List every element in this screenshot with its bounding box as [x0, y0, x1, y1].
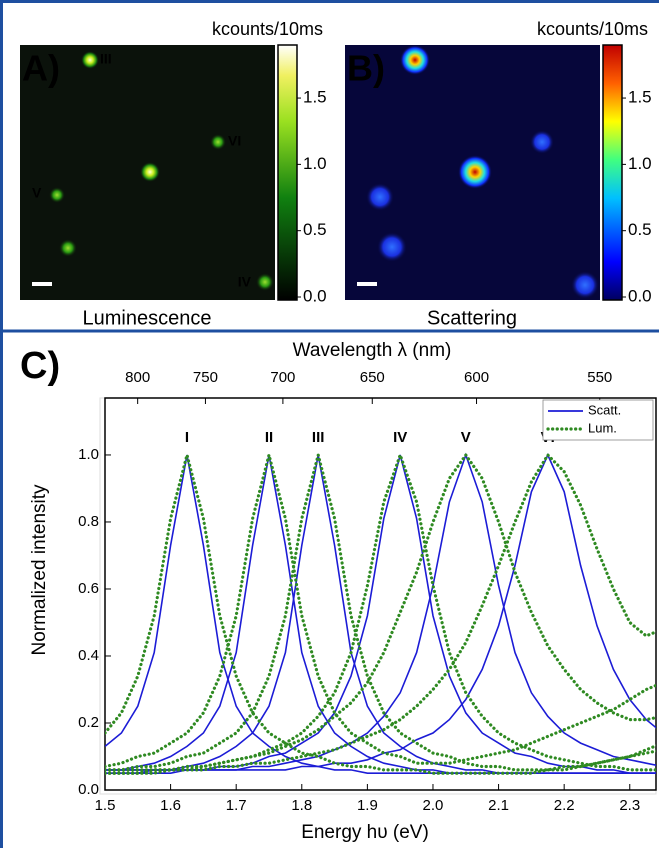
panel-label: C) [20, 345, 60, 387]
scale-bar [32, 282, 52, 286]
peak-label: II [265, 429, 273, 446]
y-axis-title: Normalized intensity [29, 484, 50, 656]
spot-label: V [32, 185, 42, 201]
spot-label: III [100, 51, 112, 67]
legend-box [542, 399, 654, 441]
lum-curve [105, 454, 656, 769]
particle-spot [400, 45, 430, 75]
caption: Scattering [427, 307, 517, 329]
colorbar-tick-label: 1.0 [628, 154, 652, 173]
colorbar [602, 44, 623, 301]
colorbar-title: kcounts/10ms [212, 19, 323, 39]
x2-tick-label: 650 [360, 369, 385, 386]
colorbar-tick-label: 1.5 [628, 88, 652, 107]
x-tick-label: 1.7 [226, 797, 247, 814]
particle-spot [571, 271, 599, 299]
panel-label: A) [22, 48, 60, 89]
scale-bar [357, 282, 377, 286]
y-tick-label: 0.8 [78, 513, 99, 530]
x-tick-label: 1.9 [357, 797, 378, 814]
particle-spot [366, 183, 394, 211]
y-tick-label: 0.0 [78, 781, 99, 798]
x2-tick-label: 800 [125, 369, 150, 386]
curves [105, 450, 656, 775]
particle-spot [377, 232, 407, 262]
spot-label: IV [238, 274, 252, 290]
lum-curve [105, 452, 656, 775]
particle-spot [49, 187, 65, 203]
particle-spot [256, 273, 274, 291]
colorbar-tick-label: 0.0 [628, 286, 652, 305]
x-tick-label: 1.8 [291, 797, 312, 814]
lum-curve [105, 452, 656, 775]
x-tick-label: 2.1 [488, 797, 509, 814]
x-axis-title: Energy hυ (eV) [301, 822, 429, 843]
lum-curve [105, 454, 656, 772]
spot-label: VI [228, 133, 241, 149]
colorbar-tick-label: 0.5 [628, 220, 652, 239]
y-tick-label: 1.0 [78, 446, 99, 463]
x-tick-label: 2.3 [619, 797, 640, 814]
x-tick-label: 2.0 [423, 797, 444, 814]
x2-tick-label: 700 [270, 369, 295, 386]
y-tick-label: 0.2 [78, 714, 99, 731]
lum-curve [105, 454, 656, 775]
x-tick-label: 2.2 [554, 797, 575, 814]
particle-spot [530, 130, 554, 154]
particle-spot [210, 134, 226, 150]
legend-label: Scatt. [588, 402, 621, 417]
y-tick-label: 0.4 [78, 647, 99, 664]
colorbar-title: kcounts/10ms [537, 19, 648, 39]
lum-curve [105, 450, 656, 772]
colorbar-tick-label: 0.0 [303, 286, 327, 305]
x2-tick-label: 750 [193, 369, 218, 386]
peak-label: III [312, 429, 325, 446]
colorbar [277, 44, 298, 301]
y-tick-label: 0.6 [78, 580, 99, 597]
panel-label: B) [347, 48, 385, 89]
particle-spot [59, 239, 77, 257]
particle-spot [140, 162, 160, 182]
peak-label: IV [393, 429, 407, 446]
particle-spot [458, 155, 492, 189]
x2-axis-title: Wavelength λ (nm) [293, 340, 452, 361]
scatt-curve [105, 454, 656, 774]
peak-label: V [461, 429, 471, 446]
colorbar-tick-label: 1.5 [303, 88, 327, 107]
peak-label: I [185, 429, 189, 446]
x2-tick-label: 550 [587, 369, 612, 386]
particle-spot [81, 51, 99, 69]
x2-tick-label: 600 [464, 369, 489, 386]
caption: Luminescence [83, 307, 212, 329]
colorbar-tick-label: 1.0 [303, 154, 327, 173]
plot-area [104, 397, 657, 791]
x-tick-label: 1.5 [95, 797, 116, 814]
x-tick-label: 1.6 [160, 797, 181, 814]
colorbar-tick-label: 0.5 [303, 220, 327, 239]
legend-label: Lum. [588, 420, 617, 435]
